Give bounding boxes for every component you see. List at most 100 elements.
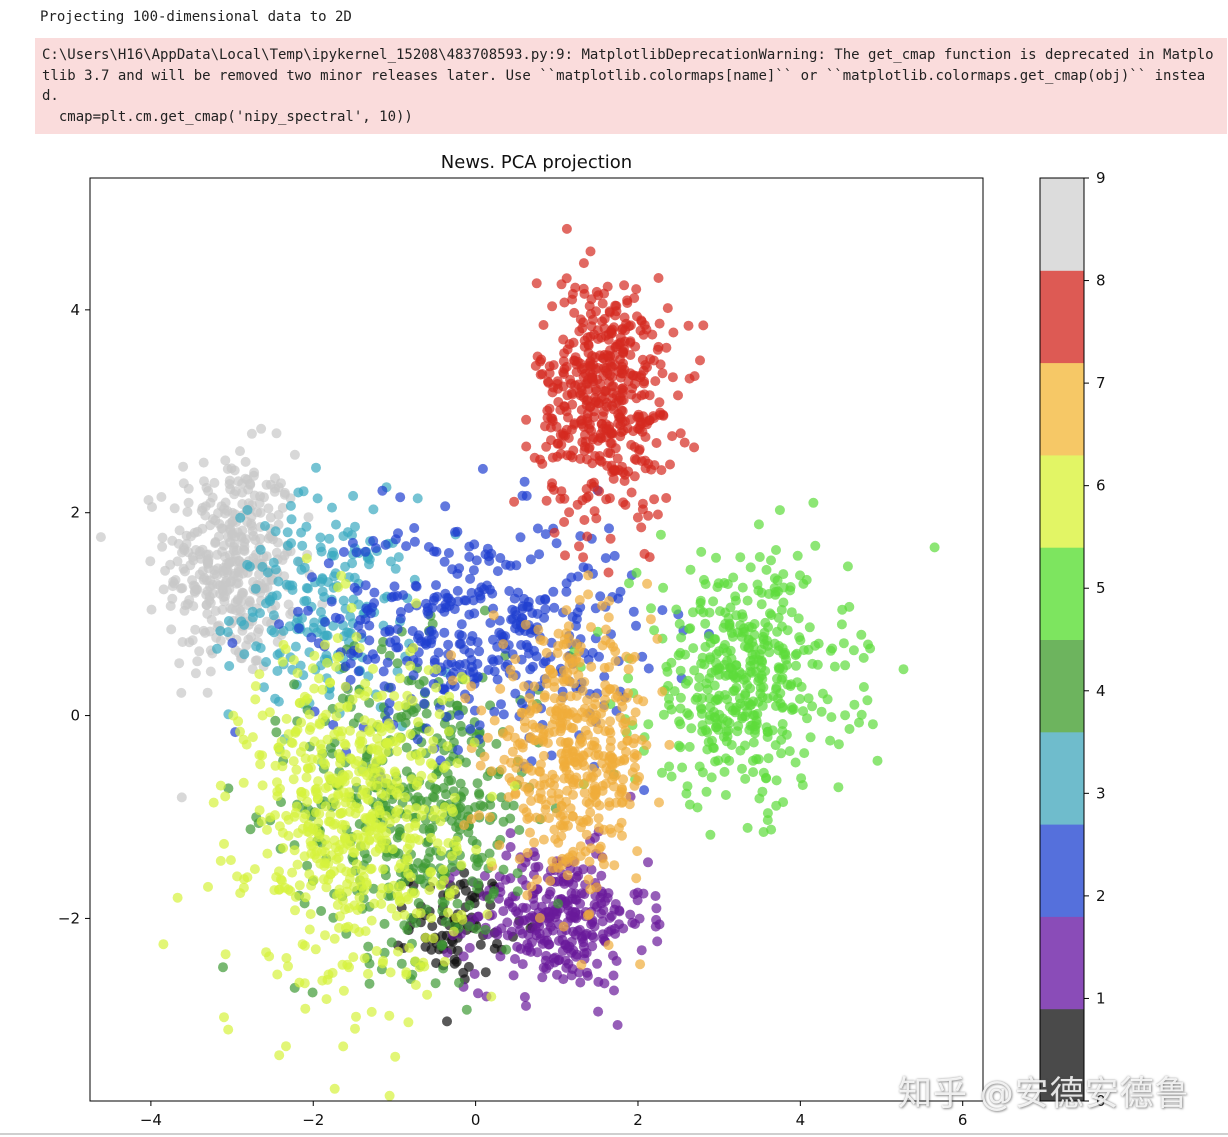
data-point bbox=[272, 777, 282, 788]
data-point bbox=[321, 882, 332, 893]
data-point bbox=[227, 638, 238, 648]
data-point bbox=[402, 843, 413, 854]
data-point bbox=[412, 734, 423, 745]
data-point bbox=[745, 683, 756, 694]
data-point bbox=[456, 860, 467, 871]
data-point bbox=[793, 613, 804, 624]
data-point bbox=[254, 805, 265, 816]
data-point bbox=[364, 978, 375, 989]
data-point bbox=[456, 619, 467, 630]
data-point bbox=[460, 693, 471, 704]
data-point bbox=[529, 452, 540, 463]
data-point bbox=[587, 763, 598, 774]
data-point bbox=[268, 610, 279, 621]
data-point bbox=[503, 898, 514, 909]
data-point bbox=[316, 607, 326, 617]
data-point bbox=[336, 824, 347, 835]
data-point bbox=[257, 750, 268, 761]
data-point bbox=[485, 617, 496, 628]
data-point bbox=[790, 757, 801, 768]
data-point bbox=[543, 376, 553, 387]
data-point bbox=[463, 961, 474, 972]
data-point bbox=[548, 586, 559, 597]
cluster-8-points bbox=[509, 223, 709, 578]
data-point bbox=[730, 591, 741, 602]
data-point bbox=[501, 850, 512, 861]
data-point bbox=[496, 764, 507, 775]
data-point bbox=[198, 574, 209, 585]
data-point bbox=[673, 390, 683, 401]
scatter-points bbox=[95, 223, 940, 1101]
data-point bbox=[538, 658, 549, 669]
data-point bbox=[591, 364, 601, 375]
data-point bbox=[220, 949, 231, 960]
data-point bbox=[252, 655, 262, 666]
data-point bbox=[336, 863, 347, 874]
data-point bbox=[677, 762, 688, 773]
data-point bbox=[363, 941, 374, 952]
data-point bbox=[351, 1011, 361, 1022]
data-point bbox=[360, 546, 371, 557]
data-point bbox=[731, 702, 742, 713]
data-point bbox=[661, 493, 672, 503]
data-point bbox=[394, 823, 405, 834]
data-point bbox=[452, 758, 463, 769]
data-point bbox=[578, 552, 589, 563]
y-tick-label: −2 bbox=[58, 909, 80, 927]
data-point bbox=[301, 521, 312, 532]
data-point bbox=[745, 655, 756, 666]
data-point bbox=[492, 674, 503, 685]
data-point bbox=[363, 968, 373, 979]
data-point bbox=[760, 617, 771, 628]
data-point bbox=[448, 926, 459, 937]
data-point bbox=[297, 939, 308, 950]
data-point bbox=[367, 743, 378, 754]
data-point bbox=[289, 679, 300, 690]
data-point bbox=[473, 988, 483, 999]
data-point bbox=[380, 627, 391, 637]
data-point bbox=[272, 969, 283, 980]
data-point bbox=[778, 569, 789, 580]
data-point bbox=[380, 539, 391, 550]
data-point bbox=[618, 467, 629, 478]
data-point bbox=[638, 888, 649, 899]
data-point bbox=[698, 320, 709, 331]
data-point bbox=[502, 930, 513, 941]
data-point bbox=[575, 898, 586, 909]
colorbar-segment-1 bbox=[1040, 916, 1084, 1010]
colorbar-tick-label: 1 bbox=[1096, 989, 1106, 1007]
data-point bbox=[195, 549, 205, 560]
data-point bbox=[95, 532, 106, 543]
data-point bbox=[460, 885, 471, 896]
data-point bbox=[476, 705, 487, 716]
data-point bbox=[384, 1010, 395, 1021]
data-point bbox=[354, 892, 365, 903]
data-point bbox=[786, 607, 797, 618]
data-point bbox=[255, 507, 266, 518]
data-point bbox=[332, 890, 342, 901]
data-point bbox=[682, 781, 693, 792]
data-point bbox=[570, 282, 581, 293]
data-point bbox=[237, 587, 248, 598]
data-point bbox=[302, 860, 313, 871]
data-point bbox=[612, 1020, 623, 1030]
data-point bbox=[455, 720, 466, 731]
data-point bbox=[281, 1041, 291, 1052]
data-point bbox=[403, 603, 414, 613]
data-point bbox=[808, 497, 819, 508]
data-point bbox=[362, 654, 373, 665]
data-point bbox=[449, 954, 460, 965]
data-point bbox=[389, 581, 400, 592]
data-point bbox=[383, 706, 394, 716]
data-point bbox=[355, 901, 366, 912]
bottom-divider bbox=[0, 1133, 1228, 1135]
data-point bbox=[346, 867, 357, 878]
data-point bbox=[700, 579, 711, 590]
data-point bbox=[573, 670, 584, 680]
data-point bbox=[599, 671, 610, 682]
data-point bbox=[189, 527, 200, 538]
data-point bbox=[329, 933, 340, 944]
data-point bbox=[278, 843, 289, 853]
data-point bbox=[328, 620, 339, 631]
data-point bbox=[664, 739, 675, 750]
